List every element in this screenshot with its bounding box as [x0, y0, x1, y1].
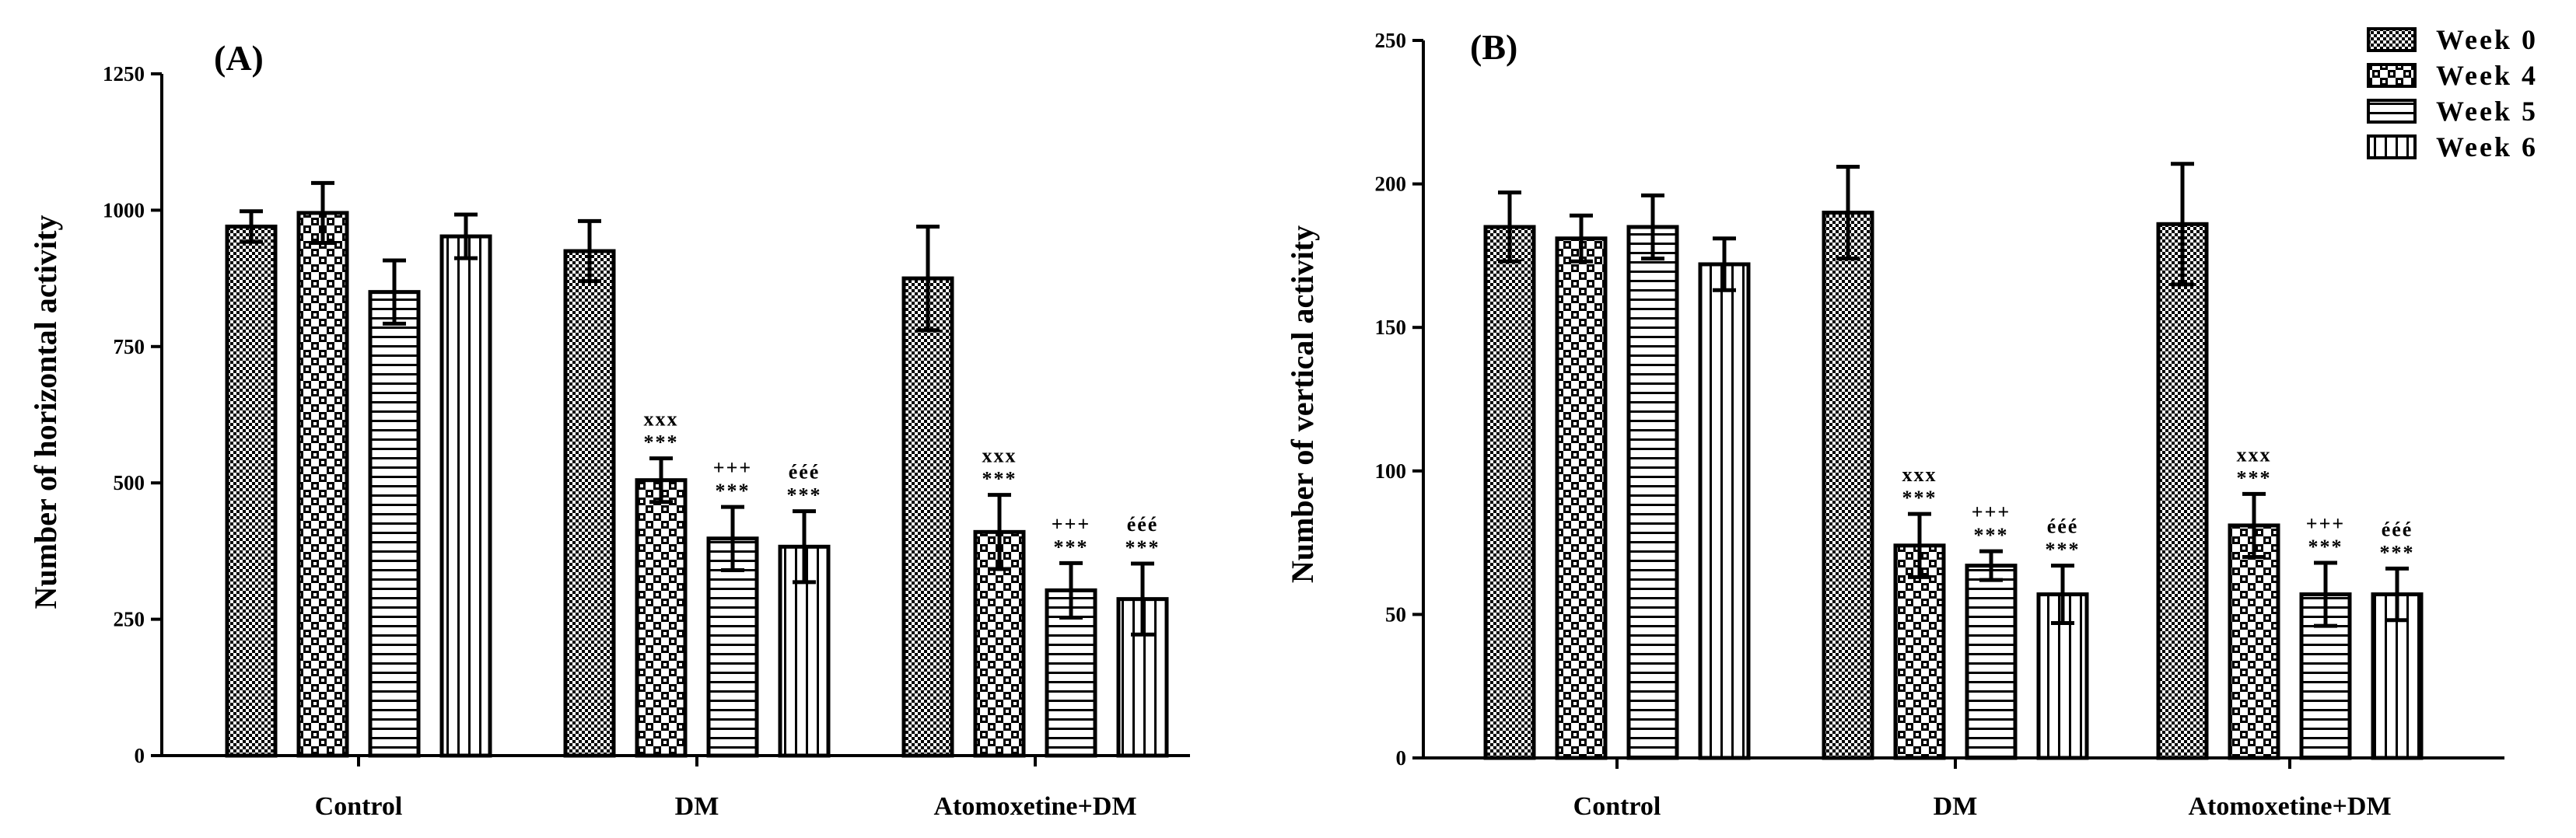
panel-b-bar-dm-week-0 — [1822, 211, 1874, 760]
panel-b-bar-control-week-4 — [1555, 236, 1608, 760]
panel-b-annotation-dm-week-5: +++ — [1972, 501, 2011, 523]
panel-a-y-tick-label: 750 — [114, 335, 145, 358]
panel-b-annotation-atomoxetine-dm-week-5: *** — [2308, 536, 2343, 558]
panel-a-bar-control-week-0 — [225, 224, 278, 758]
panel-b: (B) Number of vertical activity 0 50 100 15… — [1285, 27, 2504, 821]
legend-label-week-5: Week 5 — [2436, 96, 2538, 127]
legend: Week 0 Week 4 Week 5 Week 6 — [2367, 24, 2538, 162]
legend-swatch-week-5 — [2367, 99, 2417, 124]
panel-a-label: (A) — [214, 38, 264, 78]
panel-a-annotation-dm-week-4: xxx — [644, 408, 679, 431]
legend-item-week-4: Week 4 — [2367, 60, 2538, 91]
panel-a-bar-control-week-6 — [439, 234, 492, 758]
panel-a-y-tick-label: 0 — [135, 744, 145, 767]
panel-b-annotation-atomoxetine-dm-week-4: xxx — [2237, 443, 2272, 466]
legend-item-week-5: Week 5 — [2367, 96, 2538, 127]
panel-a-bar-atomoxetine-dm-week-0 — [901, 276, 954, 758]
panel-b-y-tick-label: 100 — [1375, 459, 1407, 483]
panel-b-bars — [1483, 211, 2424, 760]
panel-a-annotation-atomoxetine-dm-week-5: +++ — [1052, 512, 1090, 535]
panel-b-label: (B) — [1470, 27, 1517, 67]
panel-a-annotation-atomoxetine-dm-week-4: *** — [982, 468, 1017, 491]
panel-b-y-tick-label: 50 — [1385, 602, 1406, 626]
panel-b-bar-atomoxetine-dm-week-0 — [2156, 222, 2209, 760]
panel-a-y-tick-label: 500 — [114, 471, 145, 494]
panel-a-annotation-atomoxetine-dm-week-5: *** — [1054, 536, 1089, 558]
panel-b-bar-control-week-5 — [1626, 225, 1679, 760]
panel-b-annotation-dm-week-4: *** — [1902, 487, 1937, 509]
panel-a-bar-dm-week-4 — [635, 478, 688, 758]
panel-a-category-label-atomoxetine-dm: Atomoxetine+DM — [933, 792, 1136, 821]
panel-a-y-tick-label: 1000 — [103, 198, 145, 222]
panel-b-bar-dm-week-6 — [2036, 592, 2089, 760]
panel-a-annotation-atomoxetine-dm-week-6: ééé — [1127, 513, 1159, 536]
panel-b-y-tick-label: 0 — [1396, 746, 1407, 770]
panel-b-bar-atomoxetine-dm-week-4 — [2228, 523, 2280, 760]
panel-b-annotation-atomoxetine-dm-week-6: ééé — [2382, 518, 2413, 540]
panel-a-category-label-control: Control — [315, 792, 403, 821]
panel-a-bars — [225, 211, 1169, 758]
panel-b-category-label-dm: DM — [1934, 792, 1978, 821]
panel-a-bar-dm-week-0 — [563, 249, 616, 758]
panel-b-annotation-atomoxetine-dm-week-6: *** — [2380, 541, 2415, 564]
panel-a: (A) Number of horizontal activity 0 250 50… — [28, 38, 1190, 821]
panel-a-annotation-dm-week-5: *** — [716, 480, 751, 502]
panel-a-annotation-atomoxetine-dm-week-6: *** — [1125, 536, 1160, 559]
panel-b-bar-control-week-0 — [1483, 225, 1536, 760]
panel-a-y-tick-label: 1250 — [103, 62, 145, 86]
panel-b-category-label-atomoxetine-dm: Atomoxetine+DM — [2188, 792, 2391, 821]
legend-label-week-0: Week 0 — [2436, 24, 2538, 55]
panel-b-annotation-dm-week-6: ééé — [2047, 515, 2079, 538]
panel-b-error-bars — [1498, 162, 2409, 628]
panel-b-ylabel: Number of vertical activity — [1285, 225, 1320, 583]
panel-a-y-tick-label: 250 — [114, 608, 145, 631]
panel-b-annotation-dm-week-6: *** — [2046, 539, 2081, 561]
legend-swatch-week-6 — [2367, 134, 2417, 159]
panel-b-category-label-control: Control — [1573, 792, 1661, 821]
legend-label-week-4: Week 4 — [2436, 60, 2538, 91]
panel-a-ylabel: Number of horizontal activity — [28, 215, 63, 609]
panel-a-bar-atomoxetine-dm-week-6 — [1116, 597, 1169, 758]
panel-a-bar-control-week-5 — [368, 290, 421, 758]
panel-b-annotation-atomoxetine-dm-week-4: *** — [2237, 466, 2272, 489]
panel-a-annotation-dm-week-6: *** — [787, 484, 822, 507]
panel-b-bar-control-week-6 — [1698, 262, 1751, 760]
panel-b-annotations: xxx***+++*** ééé***xxx***+++***ééé*** — [1902, 443, 2415, 564]
panel-a-error-bars — [240, 180, 1154, 637]
panel-b-annotation-atomoxetine-dm-week-5: +++ — [2306, 512, 2345, 535]
panel-a-category-label-dm: DM — [675, 792, 719, 821]
panel-a-annotation-dm-week-4: *** — [644, 431, 679, 454]
panel-b-annotation-dm-week-4: xxx — [1902, 463, 1937, 486]
panel-a-annotation-atomoxetine-dm-week-4: xxx — [982, 445, 1017, 467]
panel-b-bar-dm-week-5 — [1965, 564, 2018, 760]
panel-a-annotation-dm-week-6: ééé — [789, 461, 821, 484]
legend-swatch-week-4 — [2367, 63, 2417, 88]
legend-swatch-week-0 — [2367, 27, 2417, 52]
panel-a-bar-control-week-4 — [296, 211, 349, 758]
legend-item-week-6: Week 6 — [2367, 131, 2538, 162]
legend-label-week-6: Week 6 — [2436, 131, 2538, 162]
panel-b-y-tick-label: 150 — [1375, 316, 1407, 339]
legend-item-week-0: Week 0 — [2367, 24, 2538, 55]
panel-b-y-tick-label: 200 — [1375, 173, 1407, 196]
panel-b-y-tick-label: 250 — [1375, 29, 1407, 52]
panel-b-annotation-dm-week-5: *** — [1974, 524, 2009, 546]
panel-a-annotation-dm-week-5: +++ — [713, 456, 752, 479]
panel-a-annotations: xxx***+++***ééé***xxx***+++***ééé*** — [644, 408, 1160, 559]
